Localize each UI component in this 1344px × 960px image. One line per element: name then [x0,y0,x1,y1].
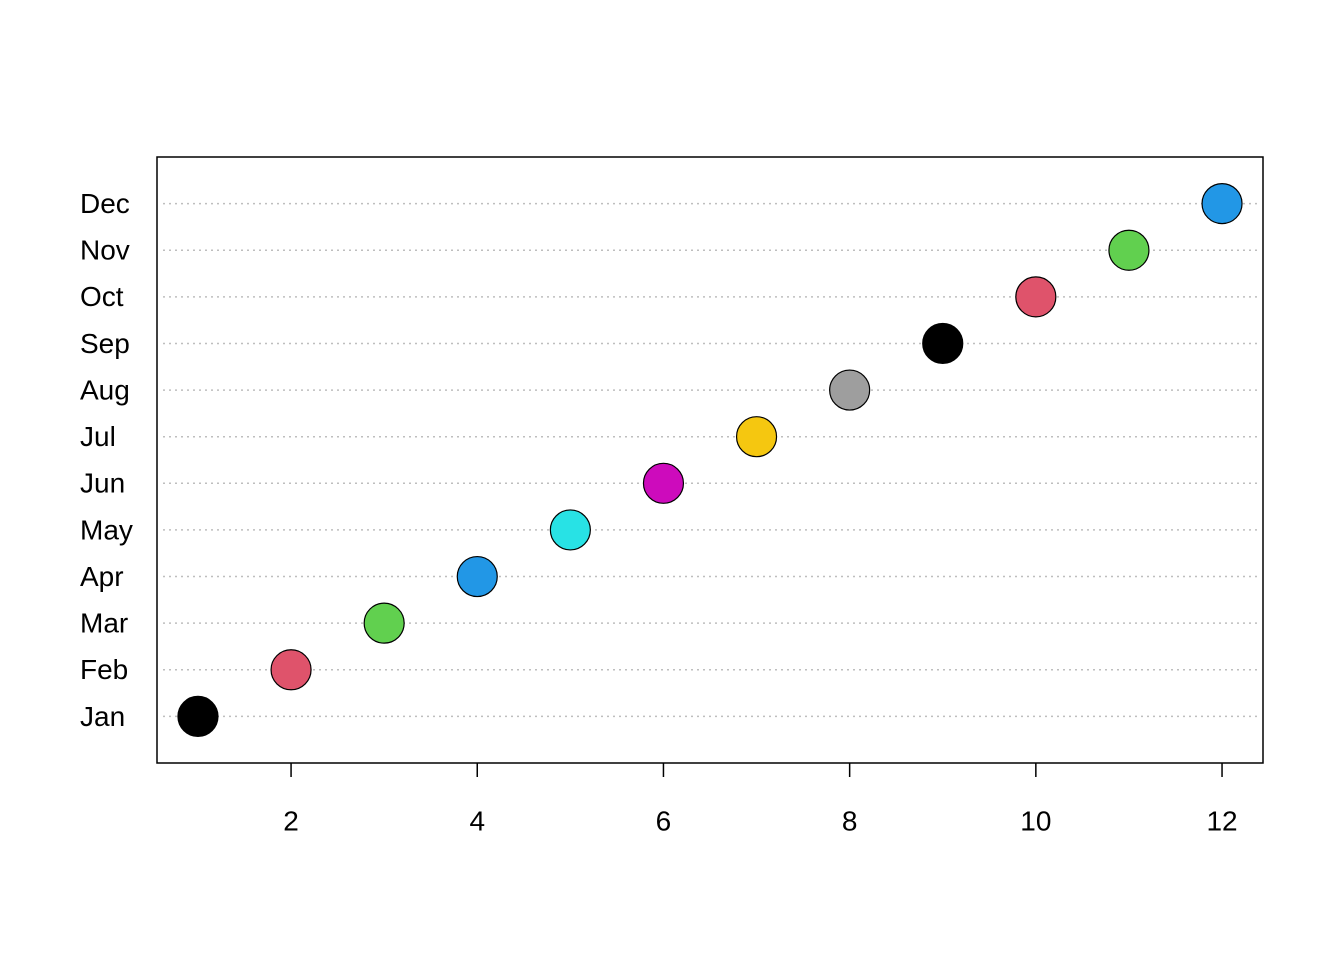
dot [1015,276,1057,318]
x-tick-label: 10 [1020,805,1051,836]
y-category-label: May [80,514,133,545]
dot [922,322,964,365]
y-category-label: Jan [80,701,125,732]
plot-box [156,156,1264,764]
y-category-label: Aug [80,374,130,405]
dot [829,369,871,411]
x-tick-label: 2 [283,805,299,836]
x-tick-label: 4 [469,805,485,836]
dot [735,416,778,458]
dot [456,555,498,598]
dot [363,602,405,644]
dot [177,695,219,737]
y-category-label: Mar [80,608,128,639]
x-tick-label: 12 [1206,805,1237,836]
dot [549,509,591,551]
x-tick-label: 8 [842,805,858,836]
dot [1108,229,1150,271]
dot [1201,183,1243,225]
y-category-label: Sep [80,328,130,359]
y-category-label: Apr [80,561,124,592]
dot [270,649,312,691]
x-tick-label: 6 [656,805,672,836]
y-category-label: Oct [80,281,124,312]
dot [642,462,685,504]
y-category-label: Feb [80,654,128,685]
y-category-label: Nov [80,235,130,266]
y-category-label: Dec [80,188,130,219]
y-category-label: Jul [80,421,116,452]
y-category-label: Jun [80,468,125,499]
